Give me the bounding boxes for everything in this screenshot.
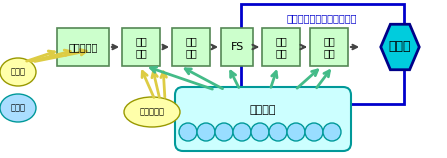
Circle shape bbox=[233, 123, 251, 141]
Text: シーズ: シーズ bbox=[10, 103, 25, 112]
Text: FS: FS bbox=[230, 42, 244, 52]
Bar bbox=[241, 4, 404, 104]
Bar bbox=[262, 28, 300, 66]
Bar bbox=[57, 28, 109, 66]
Text: 量産
評価: 量産 評価 bbox=[323, 36, 335, 58]
Circle shape bbox=[323, 123, 341, 141]
Text: 基盤技術: 基盤技術 bbox=[250, 105, 276, 115]
Text: マーケット: マーケット bbox=[139, 107, 164, 116]
Text: ニーズ: ニーズ bbox=[10, 67, 25, 76]
Text: 事業化: 事業化 bbox=[389, 40, 411, 54]
Circle shape bbox=[197, 123, 215, 141]
Text: 開発
試作: 開発 試作 bbox=[275, 36, 287, 58]
Circle shape bbox=[215, 123, 233, 141]
Bar bbox=[221, 28, 253, 66]
FancyBboxPatch shape bbox=[175, 87, 351, 151]
Circle shape bbox=[251, 123, 269, 141]
Text: コンセプト: コンセプト bbox=[68, 42, 98, 52]
Circle shape bbox=[269, 123, 287, 141]
Circle shape bbox=[179, 123, 197, 141]
Ellipse shape bbox=[0, 94, 36, 122]
Text: 基礎
研究: 基礎 研究 bbox=[135, 36, 147, 58]
Circle shape bbox=[305, 123, 323, 141]
Ellipse shape bbox=[124, 97, 180, 127]
Polygon shape bbox=[381, 24, 419, 70]
Circle shape bbox=[287, 123, 305, 141]
Bar bbox=[172, 28, 210, 66]
Text: 新事業インキュベーション: 新事業インキュベーション bbox=[287, 13, 357, 23]
Bar bbox=[122, 28, 160, 66]
Bar bbox=[310, 28, 348, 66]
Ellipse shape bbox=[0, 58, 36, 86]
Text: 要素
研究: 要素 研究 bbox=[185, 36, 197, 58]
